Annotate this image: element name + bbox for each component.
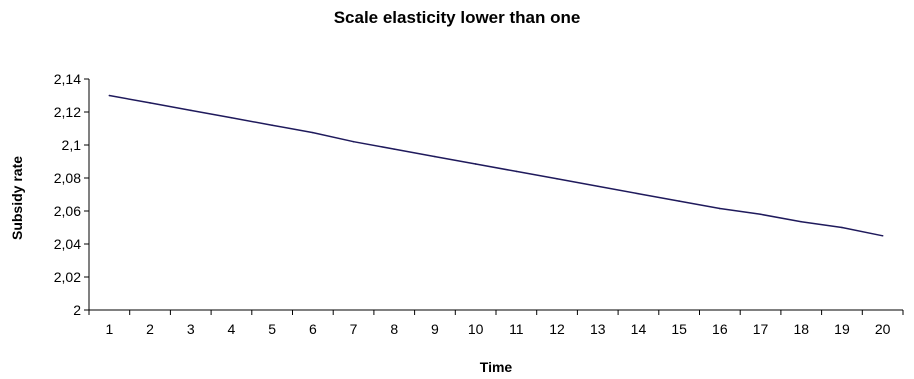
series-line [109,94,883,237]
y-tick-label: 2,06 [54,203,81,219]
x-tick-label: 14 [631,321,647,337]
data-point [678,200,680,202]
x-axis-title: Time [480,359,513,375]
data-point [149,102,151,104]
x-tick-label: 3 [187,321,195,337]
x-axis: 1 2 3 4 5 6 7 8 9 10 11 12 13 14 15 16 17 18 19 20 [88,309,904,337]
x-tick-label: 1 [105,321,113,337]
data-point [759,213,762,216]
x-tick-label: 11 [509,321,524,337]
y-tick-label: 2,1 [62,137,82,153]
data-point [434,155,436,158]
y-tick-label: 2,04 [54,236,81,252]
x-tick-label: 4 [228,321,236,337]
data-point [637,192,640,195]
x-tick-label: 12 [549,321,565,337]
data-point [393,148,396,150]
data-point [881,234,884,237]
x-tick-label: 19 [834,321,850,337]
data-point [719,207,721,210]
data-point [800,220,803,223]
series-layer [108,94,884,237]
data-point [230,116,233,119]
x-tick-label: 2 [146,321,154,337]
data-point [515,170,518,173]
y-tick-label: 2 [73,302,81,318]
x-tick-label: 18 [793,321,809,337]
x-tick-label: 10 [468,321,484,337]
data-point [596,185,599,188]
x-tick-label: 8 [390,321,398,337]
x-tick-label: 20 [875,321,891,337]
y-tick-label: 2,02 [54,269,81,285]
x-tick-label: 9 [431,321,439,337]
y-tick-label: 2,12 [54,104,81,120]
data-point [556,178,558,180]
data-point [312,131,314,134]
chart-title: Scale elasticity lower than one [334,8,581,27]
data-point [271,124,273,126]
y-tick-label: 2,08 [54,170,81,186]
data-point [352,140,355,143]
data-point [108,94,111,97]
data-point [474,163,477,165]
x-tick-label: 17 [753,321,769,337]
x-tick-label: 6 [309,321,317,337]
x-tick-label: 7 [350,321,358,337]
y-axis-title: Subsidy rate [9,156,25,240]
x-tick-label: 16 [712,321,728,337]
y-axis: 2 2,02 2,04 2,06 2,08 2,1 2,12 2,14 [54,71,90,318]
y-tick-label: 2,14 [54,71,81,87]
data-point [189,109,192,112]
x-tick-label: 5 [268,321,276,337]
x-tick-label: 15 [671,321,687,337]
data-point [841,226,843,229]
x-tick-label: 13 [590,321,606,337]
